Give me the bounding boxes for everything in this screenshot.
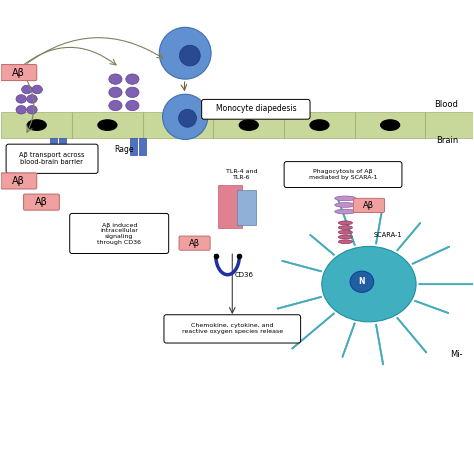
Bar [237,190,256,225]
Text: Brain: Brain [436,136,458,145]
Ellipse shape [335,202,356,207]
Ellipse shape [381,120,400,130]
Ellipse shape [239,120,258,130]
Bar [1,112,473,138]
Text: Mi-: Mi- [451,350,463,359]
Ellipse shape [335,196,356,201]
Bar [130,138,137,155]
FancyArrowPatch shape [337,197,356,246]
FancyArrowPatch shape [292,313,335,349]
FancyArrowPatch shape [375,199,385,244]
Ellipse shape [310,120,329,130]
Ellipse shape [169,120,188,130]
Ellipse shape [16,106,27,114]
Ellipse shape [27,106,37,114]
Ellipse shape [322,246,416,322]
Ellipse shape [126,87,139,98]
Ellipse shape [22,85,32,94]
Text: Phagocytosis of Aβ
mediated by SCARA-1: Phagocytosis of Aβ mediated by SCARA-1 [309,169,377,180]
FancyBboxPatch shape [70,213,169,254]
Text: Aβ transport across
blood-brain barrier: Aβ transport across blood-brain barrier [19,152,84,165]
FancyArrowPatch shape [375,324,384,365]
FancyArrowPatch shape [412,246,450,264]
Ellipse shape [335,209,356,214]
Ellipse shape [98,120,117,130]
Text: Aβ: Aβ [189,238,200,247]
FancyBboxPatch shape [201,100,310,119]
Ellipse shape [109,87,122,98]
Ellipse shape [338,235,353,239]
FancyBboxPatch shape [164,315,301,343]
Circle shape [179,109,197,127]
Text: Aβ: Aβ [12,67,25,78]
Ellipse shape [338,221,353,225]
FancyBboxPatch shape [1,64,36,81]
Ellipse shape [109,74,122,84]
Text: Blood: Blood [435,100,458,109]
FancyArrowPatch shape [310,234,335,255]
Bar [139,138,146,155]
Text: N: N [359,277,365,286]
Circle shape [180,45,200,66]
Text: Aβ: Aβ [35,197,48,207]
Ellipse shape [27,120,46,130]
FancyArrowPatch shape [282,260,322,272]
Text: Monocyte diapedesis: Monocyte diapedesis [216,104,296,113]
FancyArrowPatch shape [277,296,322,310]
Ellipse shape [126,100,139,111]
Text: Chemokine, cytokine, and
reactive oxygen species release: Chemokine, cytokine, and reactive oxygen… [182,323,283,334]
Bar [218,185,242,228]
Ellipse shape [126,74,139,84]
Ellipse shape [338,226,353,229]
FancyBboxPatch shape [284,162,402,188]
Text: Aβ: Aβ [364,201,374,210]
Ellipse shape [109,100,122,111]
Ellipse shape [16,95,27,103]
FancyBboxPatch shape [6,144,98,173]
Ellipse shape [27,95,37,103]
Text: Aβ: Aβ [12,176,25,186]
Circle shape [159,27,211,79]
FancyArrowPatch shape [342,323,356,357]
FancyBboxPatch shape [179,236,210,250]
Text: Rage: Rage [114,145,134,154]
Text: CD36: CD36 [235,273,254,278]
Bar [59,138,66,155]
Ellipse shape [338,240,353,244]
Text: SCARA-1: SCARA-1 [374,232,402,237]
Text: TLR-4 and
TLR-6: TLR-4 and TLR-6 [226,169,257,180]
Text: Aβ induced
intracellular
signaling
through CD36: Aβ induced intracellular signaling throu… [97,222,141,245]
FancyArrowPatch shape [396,317,427,353]
Ellipse shape [32,85,42,94]
FancyArrowPatch shape [414,300,449,314]
Ellipse shape [350,271,374,292]
FancyBboxPatch shape [24,194,59,210]
Ellipse shape [338,230,353,234]
FancyArrowPatch shape [396,222,421,251]
Bar [50,138,56,155]
Circle shape [163,94,208,139]
FancyBboxPatch shape [1,173,36,189]
FancyBboxPatch shape [354,198,384,212]
FancyArrowPatch shape [419,283,474,285]
